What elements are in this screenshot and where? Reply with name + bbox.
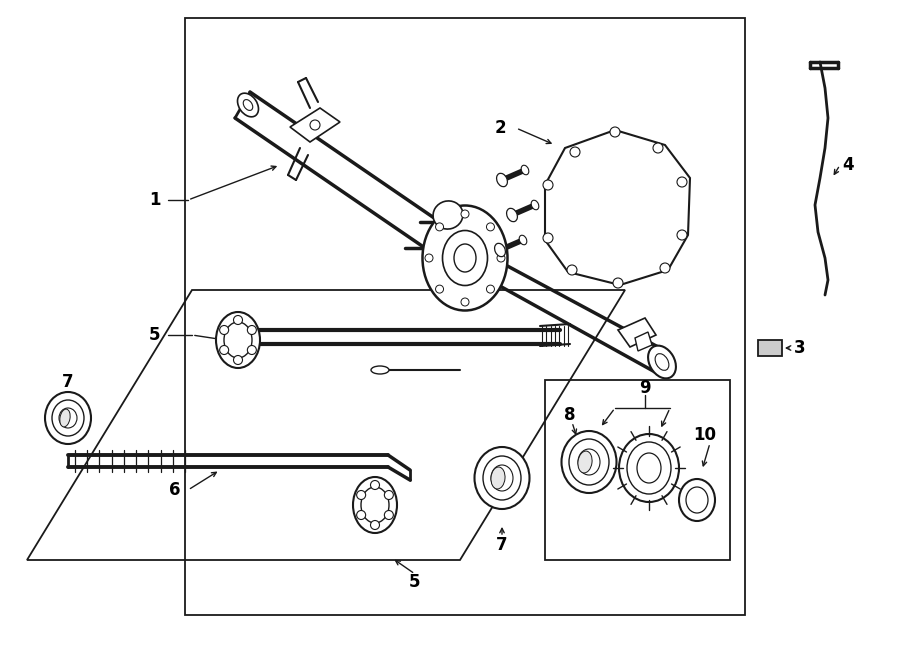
Circle shape (543, 180, 553, 190)
Circle shape (371, 481, 380, 489)
Circle shape (248, 326, 256, 334)
Text: 5: 5 (149, 326, 161, 344)
Ellipse shape (216, 312, 260, 368)
Ellipse shape (686, 487, 708, 513)
Ellipse shape (655, 354, 669, 370)
Circle shape (371, 520, 380, 530)
Ellipse shape (361, 487, 389, 523)
Ellipse shape (619, 434, 679, 502)
Text: 7: 7 (496, 536, 508, 554)
Text: 6: 6 (169, 481, 181, 499)
Ellipse shape (637, 453, 661, 483)
Ellipse shape (578, 451, 592, 473)
Text: 3: 3 (794, 339, 806, 357)
Ellipse shape (491, 467, 505, 489)
Text: 4: 4 (842, 156, 854, 174)
Ellipse shape (371, 366, 389, 374)
Text: 7: 7 (62, 373, 74, 391)
Circle shape (220, 326, 229, 334)
Circle shape (220, 346, 229, 354)
Ellipse shape (679, 479, 715, 521)
Ellipse shape (562, 431, 617, 493)
Circle shape (233, 316, 242, 324)
Ellipse shape (443, 230, 488, 285)
Circle shape (425, 254, 433, 262)
Ellipse shape (531, 200, 539, 210)
Circle shape (356, 491, 365, 500)
Ellipse shape (627, 442, 671, 494)
Circle shape (677, 177, 687, 187)
Text: 2: 2 (494, 119, 506, 137)
Ellipse shape (59, 409, 70, 427)
Circle shape (497, 254, 505, 262)
Ellipse shape (474, 447, 529, 509)
Circle shape (384, 491, 393, 500)
Ellipse shape (507, 209, 517, 222)
Text: 5: 5 (410, 573, 421, 591)
Circle shape (570, 147, 580, 157)
Circle shape (248, 346, 256, 354)
Ellipse shape (353, 477, 397, 533)
Ellipse shape (578, 449, 600, 475)
Circle shape (610, 127, 620, 137)
Ellipse shape (59, 408, 77, 428)
Circle shape (436, 285, 444, 293)
Ellipse shape (648, 346, 676, 379)
Ellipse shape (52, 400, 84, 436)
Circle shape (436, 223, 444, 231)
Circle shape (233, 355, 242, 365)
Polygon shape (758, 340, 782, 356)
Ellipse shape (483, 456, 521, 500)
Polygon shape (618, 318, 656, 347)
Circle shape (653, 143, 663, 153)
Circle shape (567, 265, 577, 275)
Ellipse shape (433, 201, 463, 229)
Ellipse shape (497, 173, 508, 187)
Circle shape (487, 223, 494, 231)
Ellipse shape (569, 439, 609, 485)
Circle shape (677, 230, 687, 240)
Circle shape (310, 120, 320, 130)
Ellipse shape (519, 235, 526, 245)
Ellipse shape (224, 322, 252, 358)
Text: 9: 9 (639, 379, 651, 397)
Text: 10: 10 (694, 426, 716, 444)
Circle shape (487, 285, 494, 293)
Ellipse shape (521, 166, 529, 175)
Circle shape (356, 510, 365, 520)
Circle shape (384, 510, 393, 520)
Circle shape (543, 233, 553, 243)
Circle shape (660, 263, 670, 273)
Ellipse shape (243, 99, 253, 111)
Polygon shape (635, 332, 652, 351)
Ellipse shape (238, 93, 258, 117)
Circle shape (461, 210, 469, 218)
Polygon shape (545, 130, 690, 285)
Ellipse shape (422, 205, 508, 310)
Polygon shape (290, 108, 340, 142)
Circle shape (613, 278, 623, 288)
Ellipse shape (491, 465, 513, 491)
Circle shape (461, 298, 469, 306)
Text: 1: 1 (149, 191, 161, 209)
Ellipse shape (495, 244, 506, 257)
Text: 8: 8 (564, 406, 576, 424)
Ellipse shape (45, 392, 91, 444)
Ellipse shape (454, 244, 476, 272)
